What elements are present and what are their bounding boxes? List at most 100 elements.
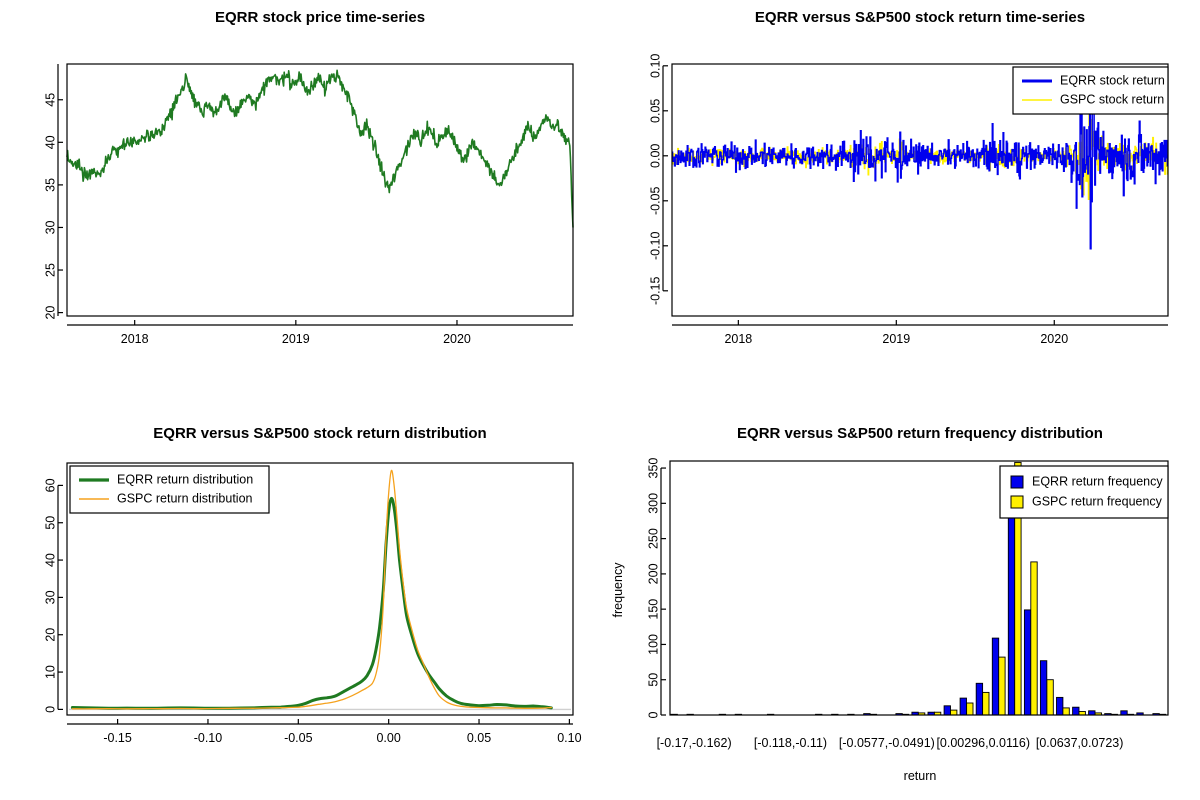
histogram-bar-eqrr xyxy=(1088,710,1096,715)
panel-1-y-tick-label: 30 xyxy=(43,220,57,234)
panel-4-y-tick-label: 250 xyxy=(646,528,660,549)
panel-return-density: EQRR versus S&P500 stock return distribu… xyxy=(0,400,600,800)
panel-3-legend-box xyxy=(69,465,270,514)
panel-2-y-tick-label: -0.05 xyxy=(648,187,662,216)
panel-3-y-tick-label: 60 xyxy=(43,478,57,492)
panel-eqrr-price-timeseries: EQRR stock price time-series 20 25 30 35 40 4… xyxy=(0,0,600,400)
panel-4-axes: 0 50 100 150 200 250 300 350 [-0.17,-0.162) [-0.1… xyxy=(646,458,1123,750)
histogram-bar-eqrr xyxy=(1056,696,1064,715)
panel-1-x-tick-label: 2020 xyxy=(443,332,471,346)
eqrr-return-spike xyxy=(672,75,1168,250)
panel-1-title: EQRR stock price time-series xyxy=(215,9,425,26)
panel-4-plot-box xyxy=(669,460,1169,716)
histogram-bar-eqrr xyxy=(1007,490,1016,715)
panel-3-legend[interactable]: EQRR return distribution GSPC return dis… xyxy=(69,465,270,514)
panel-4-legend-box xyxy=(999,465,1169,519)
panel-3-density-lines xyxy=(69,469,571,711)
legend-swatch-eqrr-frequency xyxy=(1010,475,1024,489)
panel-3-plot-box xyxy=(66,462,574,716)
panel-2-x-tick-label: 2018 xyxy=(724,332,752,346)
panel-3-axes: 0 10 20 30 40 50 60 -0.15 -0.10 -0.05 0.00 0.05 0.10 xyxy=(43,478,581,745)
panel-3-x-tick-label: -0.05 xyxy=(284,731,313,745)
panel-1-plot-box xyxy=(66,63,574,317)
legend-label-eqrr-frequency: EQRR return frequency xyxy=(1032,474,1163,488)
panel-2-title: EQRR versus S&P500 stock return time-ser… xyxy=(755,9,1085,26)
panel-1-price-line xyxy=(66,69,574,228)
panel-2-canvas: EQRR versus S&P500 stock return time-ser… xyxy=(648,9,1169,346)
panel-3-eqrr-density-path xyxy=(70,496,553,710)
panel-3-x-tick-label: 0.05 xyxy=(467,731,491,745)
panel-3-x-tick-label: -0.15 xyxy=(103,731,132,745)
panel-3-canvas: EQRR versus S&P500 stock return distribu… xyxy=(43,425,581,745)
panel-1-y-tick-label: 35 xyxy=(43,178,57,192)
panel-1-y-tick-label: 20 xyxy=(43,306,57,320)
panel-1-x-tick-label: 2019 xyxy=(282,332,310,346)
panel-2-legend[interactable]: EQRR stock return GSPC stock return xyxy=(1012,66,1169,115)
legend-swatch-gspc-frequency xyxy=(1010,495,1024,509)
legend-label-gspc-density: GSPC return distribution xyxy=(117,491,253,505)
panel-1-axes: 20 25 30 35 40 45 2018 2019 2020 xyxy=(43,64,573,346)
histogram-bar-eqrr xyxy=(1023,609,1032,715)
panel-3-y-tick-label: 20 xyxy=(43,628,57,642)
histogram-bar-eqrr xyxy=(959,697,967,715)
panel-4-y-tick-label: 200 xyxy=(646,563,660,584)
histogram-bar-gspc xyxy=(1014,461,1022,715)
panel-4-canvas: EQRR versus S&P500 return frequency dist… xyxy=(611,425,1169,783)
panel-2-y-tick-label: -0.10 xyxy=(648,232,662,261)
panel-4-ylabel: frequency xyxy=(611,562,625,618)
panel-4-x-tick-label: [-0.0577,-0.0491) xyxy=(839,736,935,750)
panel-4-y-tick-label: 100 xyxy=(646,634,660,655)
panel-2-y-tick-label: 0.05 xyxy=(648,99,662,123)
panel-4-y-tick-label: 50 xyxy=(646,673,660,687)
histogram-bar-gspc xyxy=(1078,711,1086,715)
panel-3-y-tick-label: 0 xyxy=(43,706,57,713)
panel-4-legend[interactable]: EQRR return frequency GSPC return freque… xyxy=(999,465,1169,519)
panel-4-x-tick-label: [-0.118,-0.11) xyxy=(754,736,827,750)
panel-4-y-tick-label: 0 xyxy=(646,711,660,718)
panel-return-timeseries: EQRR versus S&P500 stock return time-ser… xyxy=(600,0,1200,400)
panel-2-y-tick-label: 0.00 xyxy=(648,144,662,168)
legend-label-eqrr-density: EQRR return distribution xyxy=(117,472,253,486)
panel-3-x-tick-label: 0.10 xyxy=(557,731,581,745)
panel-4-y-tick-label: 150 xyxy=(646,599,660,620)
panel-4-x-tick-label: [-0.17,-0.162) xyxy=(657,736,732,750)
panel-3-x-tick-label: -0.10 xyxy=(194,731,223,745)
panel-2-x-tick-label: 2019 xyxy=(882,332,910,346)
panel-3-y-tick-label: 10 xyxy=(43,665,57,679)
panel-3-y-tick-label: 50 xyxy=(43,516,57,530)
histogram-bar-gspc xyxy=(1046,679,1054,715)
histogram-bar-gspc xyxy=(1030,561,1038,715)
panel-2-axes: -0.15 -0.10 -0.05 0.00 0.05 0.10 2018 2019 2020 xyxy=(648,54,1168,346)
panel-3-y-tick-label: 40 xyxy=(43,553,57,567)
histogram-bar-gspc xyxy=(933,711,942,715)
panel-3-y-tick-label: 30 xyxy=(43,590,57,604)
panel-4-y-tick-label: 350 xyxy=(646,458,660,479)
panel-1-y-tick-label: 40 xyxy=(43,135,57,149)
panel-1-price-path xyxy=(66,69,574,228)
panel-4-title: EQRR versus S&P500 return frequency dist… xyxy=(737,425,1103,442)
histogram-bar-eqrr xyxy=(943,705,951,715)
panel-return-frequency-histogram: EQRR versus S&P500 return frequency dist… xyxy=(600,400,1200,800)
panel-4-x-tick-label: [0.00296,0.0116) xyxy=(936,736,1030,750)
legend-label-gspc-return: GSPC stock return xyxy=(1060,92,1164,106)
histogram-bar-gspc xyxy=(982,691,990,715)
panel-2-x-tick-label: 2020 xyxy=(1040,332,1068,346)
panel-3-gspc-density-path xyxy=(71,469,552,710)
histogram-bar-gspc xyxy=(998,656,1006,715)
panel-1-y-tick-label: 25 xyxy=(43,263,57,277)
panel-2-y-tick-label: 0.10 xyxy=(648,54,662,78)
histogram-bar-gspc xyxy=(966,702,974,715)
histogram-bar-eqrr xyxy=(975,682,984,715)
panel-2-spikes xyxy=(672,75,1168,250)
panel-2-return-lines xyxy=(672,75,1168,250)
histogram-bar-eqrr xyxy=(1120,710,1128,715)
histogram-bar-gspc xyxy=(1062,707,1070,715)
histogram-bar-gspc xyxy=(950,709,958,715)
panel-4-x-tick-label: [0.0637,0.0723) xyxy=(1036,736,1124,750)
histogram-bar-eqrr xyxy=(1072,706,1080,715)
histogram-bar-eqrr xyxy=(1039,660,1048,715)
panel-3-x-tick-label: 0.00 xyxy=(376,731,400,745)
panel-1-x-tick-label: 2018 xyxy=(121,332,149,346)
legend-label-eqrr-return: EQRR stock return xyxy=(1060,73,1165,87)
